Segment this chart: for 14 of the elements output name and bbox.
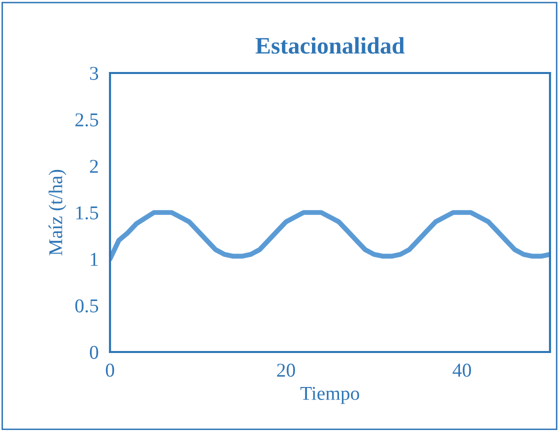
y-tick-label: 0.5 [75,299,98,313]
y-tick-label: 0 [90,346,98,359]
y-tick-label: 2 [90,160,98,173]
y-tick-label: 3 [90,66,98,80]
chart-title: Estacionalidad [256,37,405,54]
x-tick-label: 0 [106,364,114,377]
x-tick-label: 20 [277,364,295,377]
y-tick-label: 1 [90,252,98,266]
x-axis-title: Tiempo [300,386,360,404]
x-tick-label: 40 [452,364,471,377]
y-tick-label: 2.5 [75,113,98,127]
y-tick-label: 1.5 [76,206,98,220]
y-axis-title: Maíz (t/ha) [48,170,66,256]
line-series [110,210,550,262]
